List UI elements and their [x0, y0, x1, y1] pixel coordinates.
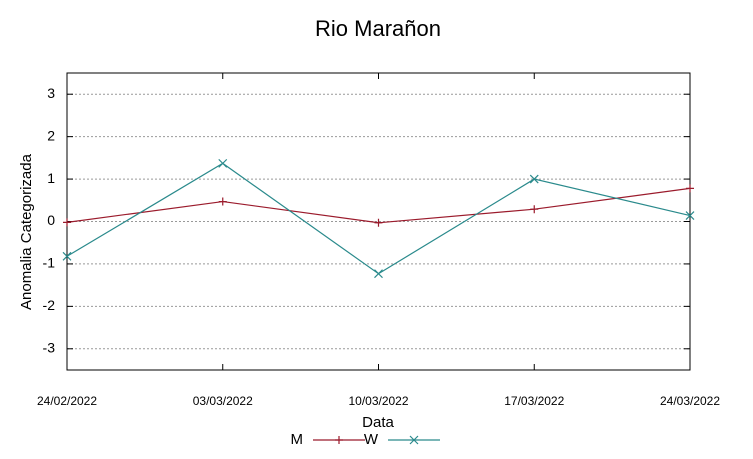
point-marker [374, 269, 383, 279]
x-tick-label: 24/02/2022 [37, 394, 97, 408]
legend-label: W [364, 431, 379, 448]
y-axis-label: Anomalia Categorizada [18, 153, 35, 310]
point-marker [529, 174, 539, 184]
x-tick-label: 03/03/2022 [193, 394, 253, 408]
y-tick-label: 0 [47, 212, 55, 228]
y-tick-label: -3 [43, 339, 56, 355]
y-tick-label: 3 [47, 85, 55, 101]
x-tick-label: 24/03/2022 [660, 394, 720, 408]
point-marker [686, 184, 694, 193]
legend-marker [335, 436, 343, 444]
point-marker [374, 218, 383, 227]
point-marker [530, 205, 539, 214]
chart-title: Rio Marañon [315, 16, 441, 41]
legend-label: M [291, 431, 304, 448]
x-axis-label: Data [362, 414, 394, 431]
legend-marker [409, 435, 419, 445]
point-marker [62, 251, 72, 261]
series-line [66, 162, 691, 275]
point-marker [218, 197, 227, 206]
x-tick-label: 17/03/2022 [504, 394, 564, 408]
y-tick-label: -1 [43, 255, 56, 271]
point-marker [63, 218, 71, 227]
point-marker [685, 211, 695, 220]
y-tick-label: -2 [43, 297, 56, 313]
y-tick-label: 2 [47, 127, 55, 143]
y-tick-label: 1 [47, 170, 55, 186]
point-marker [218, 158, 228, 168]
x-tick-label: 10/03/2022 [348, 394, 408, 408]
